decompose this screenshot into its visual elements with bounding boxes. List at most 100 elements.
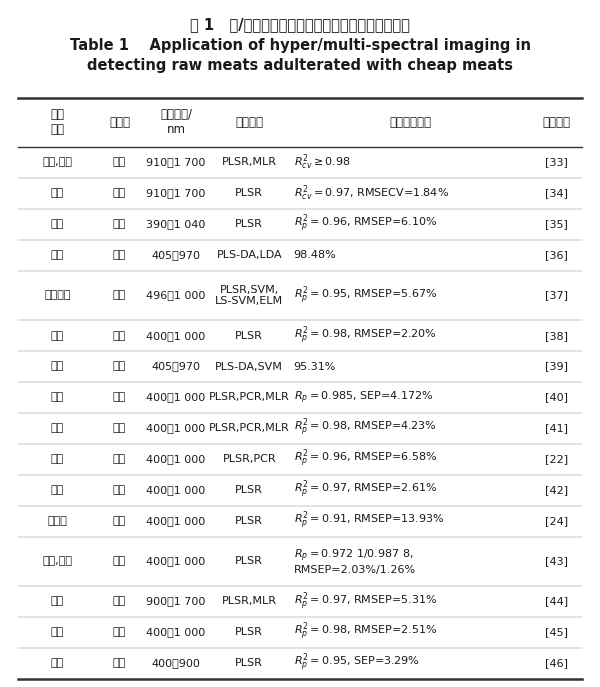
Text: PLSR: PLSR (235, 188, 263, 199)
Text: 牛肉: 牛肉 (113, 596, 126, 607)
Text: 牛肉: 牛肉 (113, 330, 126, 341)
Text: 猪肉: 猪肉 (51, 250, 64, 260)
Text: 猪肉,鸡肉: 猪肉,鸡肉 (43, 556, 73, 566)
Text: [33]: [33] (545, 157, 568, 168)
Text: PLSR: PLSR (235, 330, 263, 341)
Text: 马肉: 马肉 (51, 361, 64, 372)
Text: [36]: [36] (545, 250, 568, 260)
Text: 牛肉: 牛肉 (113, 291, 126, 300)
Text: $R^2_{cv}\geq0.98$: $R^2_{cv}\geq0.98$ (293, 153, 350, 172)
Text: PLSR,MLR: PLSR,MLR (222, 596, 277, 607)
Text: 400～1 000: 400～1 000 (146, 556, 206, 566)
Text: [44]: [44] (545, 596, 568, 607)
Text: PLSR,PCR: PLSR,PCR (223, 454, 276, 464)
Text: PLSR,MLR: PLSR,MLR (222, 157, 277, 168)
Text: 95.31%: 95.31% (293, 361, 336, 372)
Text: 猪肉,内脏: 猪肉,内脏 (43, 157, 73, 168)
Text: [37]: [37] (545, 291, 568, 300)
Text: 390～1 040: 390～1 040 (146, 219, 206, 229)
Text: 羊肉: 羊肉 (113, 157, 126, 168)
Text: PLSR: PLSR (235, 219, 263, 229)
Text: 马肉: 马肉 (51, 330, 64, 341)
Text: [41]: [41] (545, 423, 568, 433)
Text: 猪肉: 猪肉 (51, 219, 64, 229)
Text: 猪肉: 猪肉 (51, 658, 64, 668)
Text: $R_{p}=0.985$, SEP=4.172%: $R_{p}=0.985$, SEP=4.172% (293, 390, 433, 405)
Text: 400～1 000: 400～1 000 (146, 516, 206, 526)
Text: [46]: [46] (545, 658, 568, 668)
Text: [34]: [34] (545, 188, 568, 199)
Text: PLS-DA,SVM: PLS-DA,SVM (215, 361, 283, 372)
Text: 鸡肉: 鸡肉 (51, 596, 64, 607)
Text: 496～1 000: 496～1 000 (146, 291, 206, 300)
Text: 405～970: 405～970 (151, 361, 200, 372)
Text: 98.48%: 98.48% (293, 250, 336, 260)
Text: 400～1 000: 400～1 000 (146, 454, 206, 464)
Text: PLSR: PLSR (235, 516, 263, 526)
Text: PLSR,PCR,MLR: PLSR,PCR,MLR (209, 392, 290, 403)
Text: 内脏: 内脏 (51, 188, 64, 199)
Text: [38]: [38] (545, 330, 568, 341)
Text: [45]: [45] (545, 627, 568, 638)
Text: PLS-DA,LDA: PLS-DA,LDA (217, 250, 282, 260)
Text: 405～970: 405～970 (151, 250, 200, 260)
Text: 表 1   高/多光谱成像在廉价肉混入原料肉检测的应用: 表 1 高/多光谱成像在廉价肉混入原料肉检测的应用 (190, 17, 410, 32)
Text: [24]: [24] (545, 516, 568, 526)
Text: $R^2_{p}=0.96$, RMSEP=6.10%: $R^2_{p}=0.96$, RMSEP=6.10% (293, 213, 437, 236)
Text: 鸭肉: 鸭肉 (51, 627, 64, 638)
Text: PLSR: PLSR (235, 485, 263, 495)
Text: detecting raw meats adulterated with cheap meats: detecting raw meats adulterated with che… (87, 58, 513, 73)
Text: 波段范围/
nm: 波段范围/ nm (160, 109, 192, 136)
Text: $R^2_{p}=0.91$, RMSEP=13.93%: $R^2_{p}=0.91$, RMSEP=13.93% (293, 510, 444, 532)
Text: 模型性能评价: 模型性能评价 (389, 116, 431, 128)
Text: $R_{p}=0.972\ 1/0.987\ 8$,
RMSEP=2.03%/1.26%: $R_{p}=0.972\ 1/0.987\ 8$, RMSEP=2.03%/1… (293, 548, 416, 575)
Text: $R^2_{p}=0.96$, RMSEP=6.58%: $R^2_{p}=0.96$, RMSEP=6.58% (293, 448, 437, 471)
Text: 400～1 000: 400～1 000 (146, 627, 206, 638)
Text: $R^2_{p}=0.97$, RMSEP=2.61%: $R^2_{p}=0.97$, RMSEP=2.61% (293, 479, 437, 502)
Text: $R^2_{p}=0.95$, RMSEP=5.67%: $R^2_{p}=0.95$, RMSEP=5.67% (293, 284, 437, 306)
Text: 猪肉: 猪肉 (51, 392, 64, 403)
Text: PLSR: PLSR (235, 627, 263, 638)
Text: 猪肉: 猪肉 (113, 516, 126, 526)
Text: 牛肉: 牛肉 (113, 454, 126, 464)
Text: 牛肉: 牛肉 (113, 485, 126, 495)
Text: 400～900: 400～900 (151, 658, 200, 668)
Text: $R^2_{p}=0.95$, SEP=3.29%: $R^2_{p}=0.95$, SEP=3.29% (293, 652, 419, 675)
Text: 400～1 000: 400～1 000 (146, 330, 206, 341)
Text: PLSR: PLSR (235, 658, 263, 668)
Text: 鸡肉: 鸡肉 (51, 485, 64, 495)
Text: 牛肉: 牛肉 (113, 658, 126, 668)
Text: Table 1    Application of hyper/multi-spectral imaging in: Table 1 Application of hyper/multi-spect… (70, 38, 530, 53)
Text: 羊肉: 羊肉 (113, 188, 126, 199)
Text: 400～1 000: 400～1 000 (146, 485, 206, 495)
Text: 鸭肉: 鸭肉 (51, 454, 64, 464)
Text: $R^2_{cv}=0.97$, RMSECV=1.84%: $R^2_{cv}=0.97$, RMSECV=1.84% (293, 183, 449, 203)
Text: 牛肉: 牛肉 (113, 250, 126, 260)
Text: 羊肉: 羊肉 (113, 627, 126, 638)
Text: 牛肉: 牛肉 (113, 556, 126, 566)
Text: 参考文獻: 参考文獻 (542, 116, 571, 128)
Text: [43]: [43] (545, 556, 568, 566)
Text: 原料肉: 原料肉 (109, 116, 130, 128)
Text: 910～1 700: 910～1 700 (146, 157, 206, 168)
Text: $R^2_{p}=0.98$, RMSEP=2.51%: $R^2_{p}=0.98$, RMSEP=2.51% (293, 621, 437, 644)
Text: PLSR,SVM,
LS-SVM,ELM: PLSR,SVM, LS-SVM,ELM (215, 284, 283, 306)
Text: $R^2_{p}=0.98$, RMSEP=4.23%: $R^2_{p}=0.98$, RMSEP=4.23% (293, 417, 436, 440)
Text: 牛肉: 牛肉 (113, 392, 126, 403)
Text: 猪肉: 猪肉 (51, 423, 64, 433)
Text: 400～1 000: 400～1 000 (146, 423, 206, 433)
Text: $R^2_{p}=0.97$, RMSEP=5.31%: $R^2_{p}=0.97$, RMSEP=5.31% (293, 590, 437, 613)
Text: [42]: [42] (545, 485, 568, 495)
Text: 牛肉: 牛肉 (113, 361, 126, 372)
Text: [22]: [22] (545, 454, 568, 464)
Text: [35]: [35] (545, 219, 568, 229)
Text: 910～1 700: 910～1 700 (146, 188, 206, 199)
Text: 交叉牛肉: 交叉牛肉 (44, 291, 71, 300)
Text: [40]: [40] (545, 392, 568, 403)
Text: PLSR: PLSR (235, 556, 263, 566)
Text: 牛肉: 牛肉 (113, 423, 126, 433)
Text: [39]: [39] (545, 361, 568, 372)
Text: 血脖肉: 血脖肉 (47, 516, 67, 526)
Text: 400～1 000: 400～1 000 (146, 392, 206, 403)
Text: 羊肉: 羊肉 (113, 219, 126, 229)
